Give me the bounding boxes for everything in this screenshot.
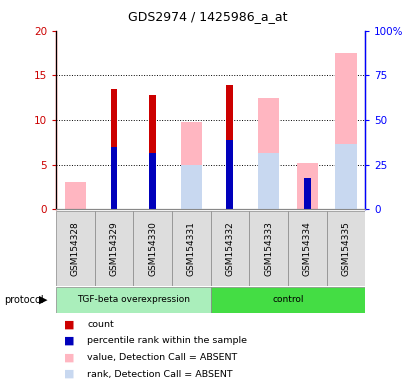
Bar [297,163,318,209]
Text: GSM154333: GSM154333 [264,221,273,276]
Bar [56,287,210,313]
Bar [288,211,327,286]
Bar [249,211,288,286]
Text: ■: ■ [64,353,75,362]
Text: ■: ■ [64,336,75,346]
Text: GSM154335: GSM154335 [342,221,350,276]
Bar [95,211,133,286]
Bar [181,165,202,209]
Bar [227,140,233,209]
Text: percentile rank within the sample: percentile rank within the sample [87,336,247,346]
Text: GSM154330: GSM154330 [148,221,157,276]
Bar [110,147,117,209]
Bar [65,182,86,209]
Text: value, Detection Call = ABSENT: value, Detection Call = ABSENT [87,353,237,362]
Text: protocol: protocol [4,295,44,305]
Text: ▶: ▶ [39,295,48,305]
Bar [210,287,365,313]
Bar [110,89,117,209]
Text: control: control [272,295,304,305]
Bar [149,95,156,209]
Bar [181,122,202,209]
Text: GSM154334: GSM154334 [303,221,312,276]
Bar [149,153,156,209]
Text: TGF-beta overexpression: TGF-beta overexpression [77,295,190,305]
Bar [258,98,279,209]
Bar [172,211,210,286]
Text: rank, Detection Call = ABSENT: rank, Detection Call = ABSENT [87,369,233,379]
Text: GSM154331: GSM154331 [187,221,196,276]
Bar [227,85,233,209]
Bar [56,211,95,286]
Text: count: count [87,320,114,329]
Bar [304,178,311,209]
Text: GSM154328: GSM154328 [71,221,80,276]
Text: ■: ■ [64,319,75,329]
Text: GDS2974 / 1425986_a_at: GDS2974 / 1425986_a_at [128,10,287,23]
Text: ■: ■ [64,369,75,379]
Text: GSM154329: GSM154329 [110,221,119,276]
Bar [335,144,356,209]
Bar [210,211,249,286]
Bar [258,153,279,209]
Bar [133,211,172,286]
Text: GSM154332: GSM154332 [225,221,234,276]
Bar [335,53,356,209]
Bar [327,211,365,286]
